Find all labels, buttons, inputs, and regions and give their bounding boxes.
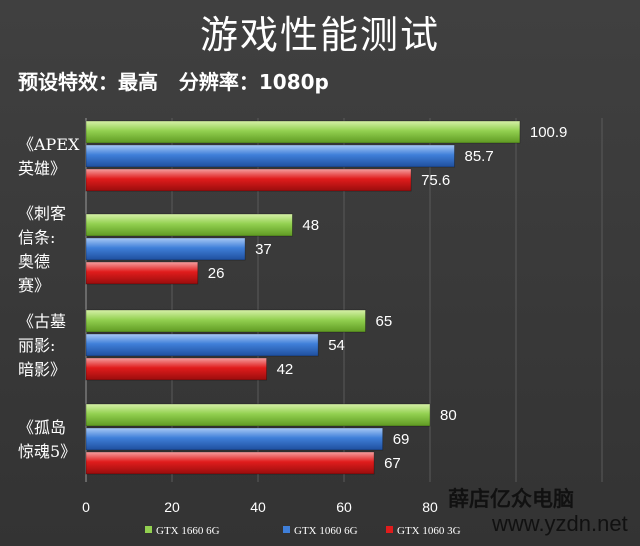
category-label: 奥德 xyxy=(18,252,50,271)
legend-label: GTX 1060 6G xyxy=(294,525,358,537)
category-label: 丽影: xyxy=(18,336,55,355)
bar xyxy=(85,403,431,427)
page-title: 游戏性能测试 xyxy=(199,13,440,57)
x-tick-label: 60 xyxy=(336,499,352,515)
category-label: 《古墓 xyxy=(18,312,66,331)
legend-swatch xyxy=(386,526,393,533)
category-label: 惊魂5》 xyxy=(18,442,76,461)
data-label: 37 xyxy=(255,241,272,258)
data-label: 67 xyxy=(384,455,401,472)
bar xyxy=(85,261,199,285)
legend-label: GTX 1660 6G xyxy=(156,525,220,537)
legend-label: GTX 1060 3G xyxy=(397,525,461,537)
data-label: 69 xyxy=(393,431,410,448)
data-label: 48 xyxy=(302,217,319,234)
category-label: 《APEX xyxy=(18,135,80,154)
bar xyxy=(85,309,366,333)
category-label: 《刺客 xyxy=(18,204,66,223)
watermark: 薛店亿众电脑 www.yzdn.net xyxy=(448,486,628,536)
watermark-name: 薛店亿众电脑 xyxy=(448,486,574,511)
bar xyxy=(85,333,319,357)
x-tick-label: 40 xyxy=(250,499,266,515)
bar xyxy=(85,237,246,261)
x-tick-labels: 0 20 40 60 80 xyxy=(82,499,438,515)
bar xyxy=(85,213,293,237)
data-label: 26 xyxy=(208,265,225,282)
category-label: 赛》 xyxy=(18,276,50,295)
bar xyxy=(85,357,268,381)
bars: 100.9 85.7 75.6 48 37 26 65 54 42 80 69 67 xyxy=(85,120,568,475)
bar xyxy=(85,427,384,451)
data-label: 54 xyxy=(328,337,345,354)
bar xyxy=(85,451,375,475)
chart-subtitle: 预设特效：最高 分辨率：1080p xyxy=(18,70,329,94)
category-label: 《孤岛 xyxy=(18,418,66,437)
x-tick-label: 20 xyxy=(164,499,180,515)
legend-swatch xyxy=(283,526,290,533)
data-label: 42 xyxy=(277,361,294,378)
category-label: 英雄》 xyxy=(18,159,66,178)
legend-swatch xyxy=(145,526,152,533)
x-tick-label: 0 xyxy=(82,499,90,515)
bar xyxy=(85,168,412,192)
data-label: 75.6 xyxy=(421,172,450,189)
data-label: 65 xyxy=(376,313,393,330)
category-label: 信条: xyxy=(18,228,55,247)
data-label: 85.7 xyxy=(465,148,494,165)
x-tick-label: 80 xyxy=(422,499,438,515)
watermark-url: www.yzdn.net xyxy=(491,511,628,536)
bar xyxy=(85,120,521,144)
bar xyxy=(85,144,455,168)
legend: GTX 1660 6G GTX 1060 6G GTX 1060 3G xyxy=(145,525,461,537)
data-label: 100.9 xyxy=(530,124,568,141)
category-label: 暗影》 xyxy=(18,360,66,379)
data-label: 80 xyxy=(440,407,457,424)
